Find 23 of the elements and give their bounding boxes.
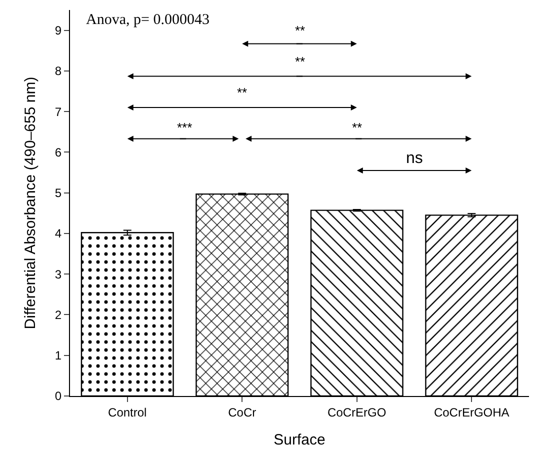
x-tick-label: CoCrErGO xyxy=(328,405,386,420)
annotation: ** xyxy=(295,54,306,69)
y-tick-label: 0 xyxy=(54,389,62,404)
annotation: ** xyxy=(352,120,362,135)
x-tick-label: CoCr xyxy=(228,405,256,420)
y-tick-label: 5 xyxy=(54,186,62,200)
y-tick-label: 9 xyxy=(54,24,62,38)
y-tick-label: 3 xyxy=(54,267,62,282)
annotation: ** xyxy=(237,85,248,100)
annotation: ns xyxy=(406,150,423,167)
x-tick-label: Control xyxy=(108,405,147,420)
annotation: ** xyxy=(295,23,306,38)
x-axis-title: Surface xyxy=(274,431,326,448)
x-tick-label: CoCrErGOHA xyxy=(434,405,510,420)
annotation: *** xyxy=(177,120,192,135)
y-axis-title: Differential Absorbance (490–655 nm) xyxy=(22,76,40,330)
y-tick-label: 2 xyxy=(54,308,62,322)
annotation: Anova, p= 0.000043 xyxy=(86,12,210,28)
y-tick-label: 6 xyxy=(54,145,62,160)
y-tick-label: 7 xyxy=(54,104,62,119)
y-tick-label: 1 xyxy=(54,348,62,363)
y-tick-label: 4 xyxy=(54,226,62,241)
y-tick-label: 8 xyxy=(54,64,62,78)
